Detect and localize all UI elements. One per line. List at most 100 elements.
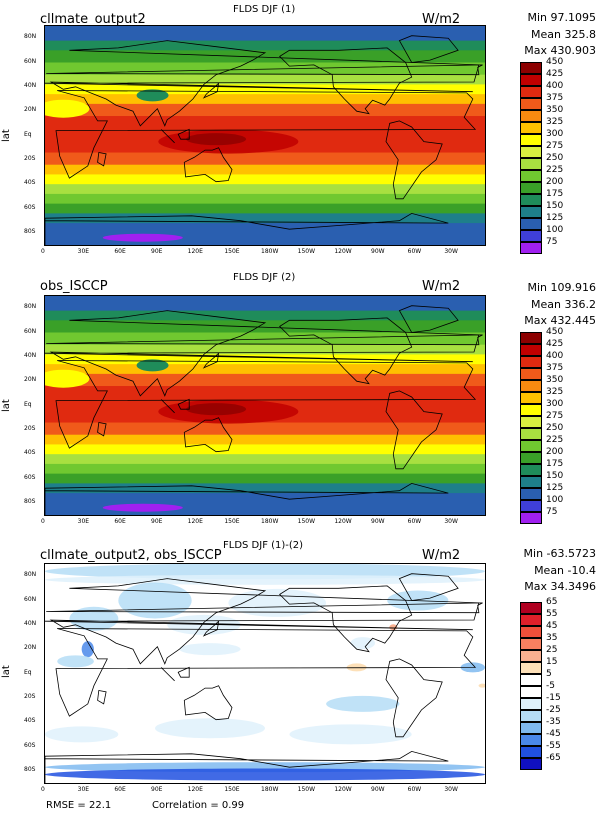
y-axis-label: lat — [1, 129, 12, 142]
colorbar-level: 200 — [546, 447, 564, 457]
field-blob — [228, 588, 327, 617]
lat-tick-label: 60N — [24, 327, 37, 335]
field-band — [45, 310, 485, 321]
lat-tick-label: 40S — [24, 179, 36, 187]
colorbar-swatch — [520, 146, 542, 158]
field-blob — [102, 503, 183, 512]
colorbar-level: -25 — [546, 705, 561, 715]
colorbar-swatch — [520, 686, 542, 698]
lon-tick-label: 150E — [224, 248, 240, 255]
field-bands — [45, 296, 485, 515]
field-bands — [45, 26, 485, 245]
field-band — [45, 473, 485, 484]
colorbar-swatch — [520, 380, 542, 392]
field-band — [45, 40, 485, 51]
colorbar-level: 5 — [546, 669, 552, 679]
lon-tick-label: 90W — [371, 248, 385, 255]
lon-tick-label: 180W — [261, 248, 279, 255]
coastline — [55, 90, 477, 179]
field-band — [45, 364, 485, 375]
colorbar-swatch — [520, 74, 542, 86]
field-blob — [69, 606, 119, 631]
field-band — [45, 493, 485, 515]
colorbar-level: 325 — [546, 117, 564, 127]
case-name: cllmate_output2 — [40, 12, 146, 27]
lon-tick-label: 60W — [407, 248, 422, 255]
field-band — [45, 454, 485, 465]
lon-tick-label: 150E — [224, 786, 240, 793]
panel-title: FLDS DJF (2) — [233, 272, 296, 283]
field-band — [45, 320, 485, 333]
map-plot — [44, 25, 486, 246]
stat-mean: Mean 336.2 — [531, 298, 596, 311]
colorbar-swatch — [520, 698, 542, 710]
field-blob — [186, 403, 247, 416]
lat-tick-label: 20S — [24, 692, 36, 700]
lon-tick-label: 60W — [407, 518, 422, 525]
colorbar-level: 350 — [546, 375, 564, 385]
lat-tick-label: 80N — [24, 303, 37, 311]
field-blob — [81, 641, 94, 658]
lat-tick-label: 60S — [24, 741, 36, 749]
field-band — [45, 174, 485, 185]
panel-title: FLDS DJF (1)-(2) — [223, 540, 304, 551]
colorbar-level: 100 — [546, 495, 564, 505]
coastline — [177, 128, 190, 140]
colorbar-swatch — [520, 722, 542, 734]
field-blob — [289, 724, 412, 745]
colorbar-level: 400 — [546, 351, 564, 361]
coastline — [279, 47, 413, 115]
map-plot — [44, 563, 486, 784]
field-band — [45, 373, 485, 387]
field-blob — [45, 369, 90, 388]
colorbar-swatch — [520, 182, 542, 194]
colorbar-level: 75 — [546, 507, 558, 517]
lon-tick-label: 30W — [444, 786, 458, 793]
field-band — [45, 94, 485, 105]
lat-tick-label: 40N — [24, 351, 37, 359]
colorbar-level: 150 — [546, 471, 564, 481]
lon-tick-label: 120E — [187, 786, 203, 793]
colorbar-level: -45 — [546, 729, 561, 739]
units-label: W/m2 — [422, 12, 461, 27]
colorbar-level: 15 — [546, 657, 558, 667]
colorbar-level: 450 — [546, 327, 564, 337]
colorbar-swatch — [520, 674, 542, 686]
colorbar-level: -5 — [546, 681, 555, 691]
colorbar-swatch — [520, 602, 542, 614]
field-blob — [350, 637, 375, 650]
lon-tick-label: 180W — [261, 786, 279, 793]
coastline — [279, 317, 413, 385]
coastline — [45, 310, 480, 397]
colorbar-level: 300 — [546, 129, 564, 139]
lat-tick-label: 60S — [24, 203, 36, 211]
field-blob — [45, 768, 485, 781]
coastlines — [45, 35, 483, 245]
coastline — [177, 666, 190, 678]
field-band — [45, 203, 485, 214]
lat-tick-label: 40N — [24, 81, 37, 89]
stat-min: Min 97.1095 — [527, 11, 596, 24]
field-blob — [136, 359, 169, 372]
lon-tick-label: 30E — [77, 518, 90, 525]
colorbar-swatch — [520, 230, 542, 242]
coastline — [97, 152, 107, 167]
coastline — [385, 390, 443, 470]
colorbar-swatch — [520, 488, 542, 500]
colorbar-swatch — [520, 86, 542, 98]
lat-tick-label: Eq — [24, 130, 32, 138]
coastline — [398, 35, 459, 63]
coastline — [46, 334, 483, 346]
colorbar-swatch — [520, 98, 542, 110]
lon-tick-label: 60W — [407, 786, 422, 793]
coastline — [202, 352, 220, 369]
map-field — [45, 26, 485, 245]
lon-tick-label: 180W — [261, 518, 279, 525]
units-label: W/m2 — [422, 548, 461, 563]
lon-tick-label: 90E — [151, 786, 163, 793]
case-name: cllmate_output2, obs_ISCCP — [40, 548, 222, 563]
colorbar-level: 125 — [546, 213, 564, 223]
colorbar-level: -55 — [546, 741, 561, 751]
map-field — [45, 564, 485, 783]
colorbar-swatch — [520, 344, 542, 356]
